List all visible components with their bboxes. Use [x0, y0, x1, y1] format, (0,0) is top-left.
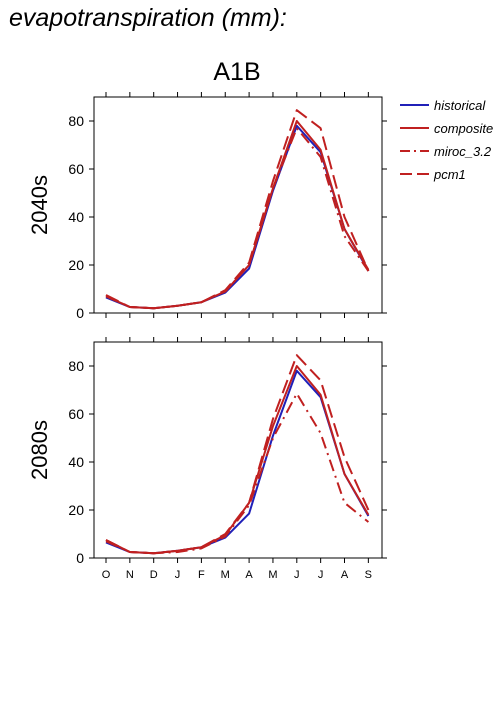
y-tick-label: 60 — [68, 406, 84, 422]
x-tick-label: J — [175, 569, 181, 581]
y-axis-label: 2080s — [27, 420, 52, 480]
y-tick-label: 80 — [68, 358, 84, 374]
y-tick-label: 0 — [76, 550, 84, 566]
series-line-historical — [105, 369, 370, 555]
y-tick-label: 60 — [68, 161, 84, 177]
legend-label-composite: composite — [434, 121, 493, 136]
x-tick-label: F — [198, 569, 205, 581]
y-tick-label: 40 — [68, 454, 84, 470]
x-tick-label: O — [102, 569, 111, 581]
scenario-label: A1B — [213, 58, 260, 86]
panel-2040s: 0 20 40 60 80 2040s — [27, 92, 387, 321]
y-tick-label: 80 — [68, 113, 84, 129]
series-line-historical — [105, 124, 370, 310]
x-tick-label: J — [294, 569, 300, 581]
y-tick-label: 20 — [68, 502, 84, 518]
legend-label-miroc-3-2: miroc_3.2 — [434, 144, 492, 159]
series-line-pcm1 — [105, 354, 370, 555]
y-tick-label: 0 — [76, 305, 84, 321]
y-tick-label: 40 — [68, 209, 84, 225]
x-tick-label: N — [126, 569, 134, 581]
y-axis-label: 2040s — [27, 175, 52, 235]
series-line-pcm1 — [105, 109, 370, 310]
x-tick-label: A — [341, 569, 349, 581]
panel-2080s: 0 20 40 60 80 O N D J F M A M J J A S 2080s — [27, 337, 387, 581]
plot-frame — [93, 96, 383, 314]
legend: historical composite miroc_3.2 pcm1 — [400, 98, 493, 182]
x-tick-label: D — [150, 569, 158, 581]
x-tick-label: J — [318, 569, 324, 581]
legend-label-pcm1: pcm1 — [433, 167, 466, 182]
page-title: evapotranspiration (mm): — [9, 4, 287, 32]
plot-frame — [93, 341, 383, 559]
y-tick-label: 20 — [68, 257, 84, 273]
series-line-miroc-3-2 — [105, 392, 370, 555]
x-tick-label: A — [245, 569, 253, 581]
x-tick-label: M — [268, 569, 277, 581]
legend-label-historical: historical — [434, 98, 486, 113]
x-tick-label: S — [365, 569, 372, 581]
x-tick-label: M — [221, 569, 230, 581]
